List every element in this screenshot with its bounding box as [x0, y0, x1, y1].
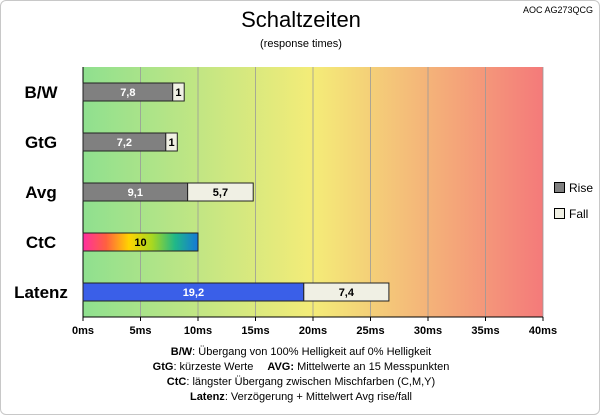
x-tick-label: 30ms: [414, 325, 442, 337]
x-tick-label: 20ms: [299, 325, 327, 337]
bar-rise-label: 7,2: [117, 137, 132, 149]
x-tick-label: 5ms: [129, 325, 151, 337]
bar-fall: [303, 282, 390, 302]
chart-title: Schaltzeiten: [241, 7, 361, 32]
x-tick-label: 15ms: [241, 325, 269, 337]
bar-rise-label: 10: [134, 237, 146, 249]
x-tick-label: 40ms: [529, 325, 557, 337]
note-ctc-key: CtC: [166, 376, 187, 388]
note-latenz: Latenz: Verzögerung + Mittelwert Avg ris…: [1, 390, 599, 405]
legend-fall-swatch: [554, 208, 565, 219]
x-tick-label: 10ms: [184, 325, 212, 337]
note-gtg-key: GtG: [152, 361, 174, 373]
x-tick-label: 35ms: [471, 325, 499, 337]
bar-fall: [187, 182, 254, 202]
bar-rise-label: 19,2: [183, 287, 204, 299]
bar-rise: [82, 232, 199, 252]
note-bw-text: : Übergang von 100% Helligkeit auf 0% He…: [192, 346, 432, 358]
legend-rise-swatch: [554, 182, 565, 193]
category-label: Avg: [25, 183, 57, 202]
chart-notes: B/W: Übergang von 100% Helligkeit auf 0%…: [1, 345, 599, 405]
note-avg-text: Mittelwerte an 15 Messpunkten: [294, 361, 450, 373]
category-label: B/W: [24, 83, 58, 102]
note-bw: B/W: Übergang von 100% Helligkeit auf 0%…: [1, 345, 599, 360]
note-gtg-text: : kürzeste Werte: [173, 361, 254, 373]
bar-fall-label: 1: [175, 87, 181, 99]
category-label: GtG: [25, 133, 57, 152]
category-label: Latenz: [14, 283, 68, 302]
note-latenz-key: Latenz: [189, 391, 225, 403]
note-ctc: CtC: längster Übergang zwischen Mischfar…: [1, 375, 599, 390]
bar-fall: [165, 132, 178, 152]
monitor-model-label: AOC AG273QCG: [522, 5, 593, 15]
bar-rise-label: 7,8: [120, 87, 135, 99]
legend-fall: Fall: [554, 207, 588, 221]
category-label: CtC: [26, 233, 56, 252]
note-ctc-text: : längster Übergang zwischen Mischfarben…: [186, 376, 436, 388]
bar-fall-label: 7,4: [339, 287, 355, 299]
bar-rise-label: 9,1: [128, 187, 143, 199]
chart-subtitle: (response times): [260, 38, 342, 50]
legend-rise: Rise: [554, 181, 593, 195]
note-latenz-text: : Verzögerung + Mittelwert Avg rise/fall: [224, 391, 413, 403]
note-avg-key: AVG:: [267, 361, 295, 373]
note-gtg: GtG: kürzeste Werte AVG: Mittelwerte an 1…: [1, 360, 599, 375]
legend-rise-label: Rise: [569, 181, 594, 195]
legend-fall-label: Fall: [569, 207, 589, 221]
bar-fall-label: 1: [168, 137, 174, 149]
note-bw-key: B/W: [170, 346, 193, 358]
bar-fall-label: 5,7: [213, 187, 228, 199]
x-tick-label: 25ms: [356, 325, 384, 337]
response-time-chart: 0ms 5ms 10ms 15ms 20ms 25ms 30ms 35ms 40ms B/W 7,8…: [14, 67, 557, 337]
bar-fall: [172, 82, 185, 102]
x-tick-label: 0ms: [72, 325, 94, 337]
